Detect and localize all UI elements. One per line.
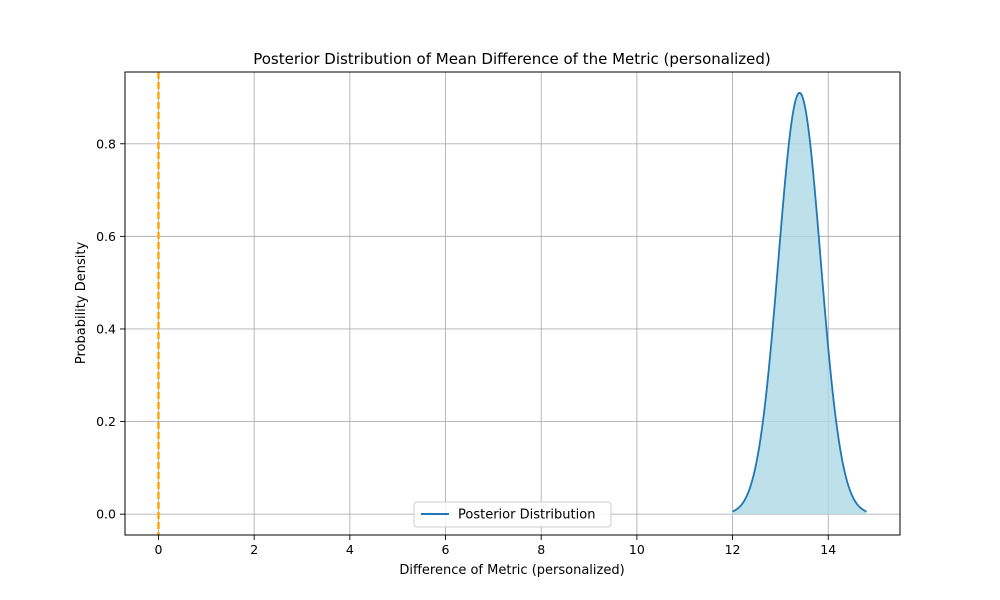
x-tick-label: 8 bbox=[537, 542, 545, 557]
x-tick-label: 2 bbox=[250, 542, 258, 557]
y-tick-label: 0.8 bbox=[96, 136, 116, 151]
x-axis-label: Difference of Metric (personalized) bbox=[399, 563, 624, 578]
legend: Posterior Distribution bbox=[413, 501, 612, 528]
x-tick-label: 4 bbox=[346, 542, 354, 557]
x-tick-label: 12 bbox=[725, 542, 741, 557]
y-axis-label: Probability Density bbox=[74, 242, 89, 365]
y-tick-label: 0.6 bbox=[96, 229, 116, 244]
x-axis: 0 2 4 6 8 10 12 14 bbox=[155, 535, 836, 557]
plot-frame bbox=[124, 71, 901, 536]
legend-box bbox=[413, 501, 612, 528]
plot-content bbox=[157, 72, 867, 535]
y-tick-label: 0.0 bbox=[96, 507, 116, 522]
y-tick-label: 0.4 bbox=[96, 321, 116, 336]
y-tick-label: 0.2 bbox=[96, 414, 116, 429]
y-axis: 0.0 0.2 0.4 0.6 0.8 bbox=[96, 136, 125, 522]
legend-label-posterior: Posterior Distribution bbox=[458, 508, 595, 523]
x-tick-label: 6 bbox=[442, 542, 450, 557]
posterior-density-line bbox=[732, 91, 867, 513]
posterior-area-fill bbox=[732, 92, 867, 515]
x-tick-label: 0 bbox=[155, 542, 163, 557]
x-tick-label: 14 bbox=[820, 542, 836, 557]
chart-title: Posterior Distribution of Mean Differenc… bbox=[253, 50, 771, 68]
x-tick-label: 10 bbox=[629, 542, 645, 557]
